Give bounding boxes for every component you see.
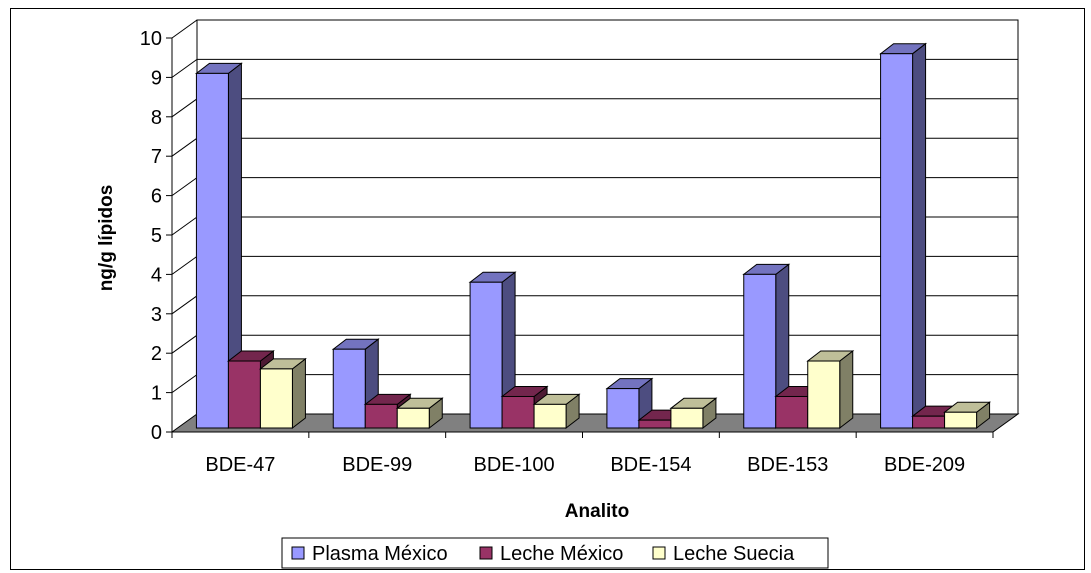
bar-side bbox=[912, 42, 927, 430]
x-axis: BDE-47 BDE-99 BDE-100 BDE-154 BDE-153 BDE-209 bbox=[171, 431, 994, 476]
bar-front bbox=[944, 411, 978, 429]
x-tick-label: BDE-153 bbox=[747, 454, 828, 476]
bar-front bbox=[743, 273, 777, 429]
chart-bars-layer bbox=[194, 42, 992, 430]
x-tick-label: BDE-154 bbox=[610, 454, 691, 476]
y-tick-label: 2 bbox=[151, 343, 162, 365]
legend-entry-label: Plasma México bbox=[312, 543, 448, 565]
y-tick-label: 1 bbox=[151, 383, 162, 405]
bar-side bbox=[839, 350, 854, 430]
bar-front bbox=[364, 403, 398, 429]
y-tick-label: 4 bbox=[151, 264, 162, 286]
x-tick-label: BDE-209 bbox=[884, 454, 965, 476]
x-axis-title: Analito bbox=[565, 501, 629, 522]
y-tick-label: 8 bbox=[151, 107, 162, 129]
legend-swatch bbox=[479, 546, 493, 560]
bar-front bbox=[396, 407, 430, 429]
legend-entry-label: Leche Suecia bbox=[673, 543, 795, 565]
y-tick-label: 7 bbox=[151, 146, 162, 168]
bar-front bbox=[912, 415, 946, 429]
legend-entry-label: Leche México bbox=[500, 543, 623, 565]
bar bbox=[532, 393, 581, 430]
y-axis: 0 1 2 3 4 5 6 7 8 9 10 bbox=[140, 28, 173, 444]
legend-swatch bbox=[652, 546, 666, 560]
x-tick-label: BDE-100 bbox=[474, 454, 555, 476]
bar-front bbox=[469, 281, 503, 429]
bar-front bbox=[775, 395, 809, 429]
legend: Plasma México Leche México Leche Suecia bbox=[281, 537, 829, 569]
bar-front bbox=[670, 407, 704, 429]
bar bbox=[395, 397, 444, 430]
y-axis-title: ng/g lípidos bbox=[96, 185, 117, 292]
bar bbox=[742, 263, 791, 430]
gridline-side bbox=[171, 19, 198, 39]
y-tick-label: 9 bbox=[151, 67, 162, 89]
y-tick-label: 6 bbox=[151, 186, 162, 208]
bar bbox=[806, 350, 855, 430]
gridline-side bbox=[171, 58, 198, 78]
bar-front bbox=[501, 395, 535, 429]
x-tick-label: BDE-47 bbox=[205, 454, 275, 476]
gridline-side bbox=[171, 98, 198, 118]
gridline-side bbox=[171, 137, 198, 157]
y-tick-label: 10 bbox=[140, 28, 162, 50]
bar bbox=[669, 397, 718, 430]
gridline-side bbox=[171, 255, 198, 275]
legend-box bbox=[281, 537, 829, 569]
bar-front bbox=[259, 368, 293, 429]
gridline-side bbox=[171, 295, 198, 315]
bar-front bbox=[638, 419, 672, 429]
gridline-side bbox=[171, 177, 198, 197]
bar bbox=[879, 42, 928, 430]
bar-front bbox=[227, 360, 261, 429]
y-tick-label: 5 bbox=[151, 225, 162, 247]
gridline-side bbox=[171, 216, 198, 236]
bar-side bbox=[291, 357, 306, 430]
x-tick-label: BDE-99 bbox=[342, 454, 412, 476]
bar-front bbox=[533, 403, 567, 429]
gridline-side bbox=[171, 374, 198, 394]
bar-front bbox=[880, 53, 914, 429]
gridline-side bbox=[171, 334, 198, 354]
bar bbox=[943, 401, 992, 430]
bar bbox=[258, 357, 307, 430]
bar-front bbox=[332, 348, 366, 429]
y-tick-label: 3 bbox=[151, 304, 162, 326]
y-tick-label: 0 bbox=[151, 422, 162, 444]
bar-front bbox=[606, 388, 640, 429]
bar-front bbox=[807, 360, 841, 429]
legend-swatch bbox=[291, 546, 305, 560]
bar-front bbox=[195, 72, 229, 429]
